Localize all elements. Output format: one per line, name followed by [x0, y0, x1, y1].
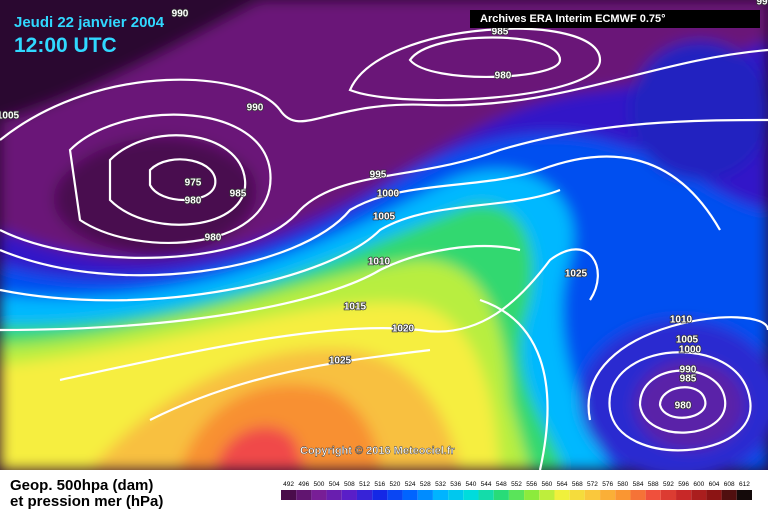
scale-swatch	[584, 490, 601, 500]
scale-label: 568	[572, 481, 583, 488]
scale-swatch	[417, 490, 433, 500]
scale-swatch	[600, 490, 616, 500]
scale-label: 520	[390, 481, 401, 488]
isobar-label: 985	[230, 189, 247, 200]
scale-label: 544	[481, 481, 492, 488]
isobar-label: 995	[370, 170, 387, 181]
scale-swatch	[569, 490, 585, 500]
scale-label: 500	[314, 481, 325, 488]
isobar-label: 1015	[344, 302, 367, 313]
source-box	[470, 10, 760, 28]
scale-swatch	[706, 490, 722, 500]
isobar-label: 980	[675, 401, 692, 412]
scale-swatch	[463, 490, 479, 500]
scale-label: 536	[450, 481, 461, 488]
scale-swatch	[356, 490, 373, 500]
isobar-label: 990	[247, 103, 264, 114]
scale-swatch	[296, 490, 312, 500]
scale-swatch	[326, 490, 342, 500]
scale-swatch	[676, 490, 692, 500]
scale-swatch	[721, 490, 737, 500]
scale-swatch	[630, 490, 646, 500]
scale-label: 576	[602, 481, 613, 488]
isobar-label: 985	[680, 374, 697, 385]
scale-swatch	[448, 490, 464, 500]
isobar-label: 1005	[373, 212, 396, 223]
isobar-label: 975	[185, 178, 202, 189]
scale-swatch	[539, 490, 555, 500]
scale-label: 516	[374, 481, 385, 488]
scale-swatch	[341, 490, 357, 500]
scale-label: 556	[526, 481, 537, 488]
isobar-label: 1025	[329, 356, 352, 367]
isobar-label: 1010	[368, 257, 391, 268]
scale-label: 592	[663, 481, 674, 488]
scale-label: 528	[420, 481, 431, 488]
scale-swatch	[311, 490, 327, 500]
scale-swatch	[615, 490, 631, 500]
date: Jeudi 22 janvier 2004	[14, 14, 165, 31]
scale-label: 564	[557, 481, 568, 488]
scale-swatch	[493, 490, 509, 500]
isobar-label: 1005	[0, 111, 20, 122]
scale-label: 596	[678, 481, 689, 488]
scale-label: 584	[633, 481, 644, 488]
isobar-label: 985	[492, 27, 509, 38]
scale-swatch	[387, 490, 403, 500]
scale-label: 588	[648, 481, 659, 488]
scale-label: 508	[344, 481, 355, 488]
scale-label: 604	[709, 481, 720, 488]
isobar-label: 1020	[392, 324, 415, 335]
scale-swatch	[508, 490, 525, 500]
scale-label: 492	[283, 481, 294, 488]
scale-label: 532	[435, 481, 446, 488]
scale-swatch	[281, 490, 297, 500]
scale-swatch	[736, 490, 752, 500]
isobar-label: 990	[680, 365, 697, 376]
time: 12:00 UTC	[14, 34, 117, 57]
scale-label: 580	[617, 481, 628, 488]
isobar-label: 1000	[377, 189, 400, 200]
scale-label: 548	[496, 481, 507, 488]
scale-label: 572	[587, 481, 598, 488]
scale-label: 552	[511, 481, 522, 488]
isobar-label: 980	[185, 196, 202, 207]
copyright: Copyright © 2016 Meteociel.fr	[300, 445, 456, 457]
isobar-label: 980	[205, 233, 222, 244]
scale-swatch	[645, 490, 661, 500]
scale-label: 524	[405, 481, 416, 488]
isobar-label: 1010	[670, 315, 693, 326]
geopotential-field: 9909859809909951000100510101015102010259…	[0, 0, 768, 470]
scale-label: 496	[298, 481, 309, 488]
scale-swatch	[660, 490, 677, 500]
scale-label: 600	[693, 481, 704, 488]
scale-label: 612	[739, 481, 750, 488]
isobar-label: 990	[172, 9, 189, 20]
scale-swatch	[524, 490, 540, 500]
scale-label: 608	[724, 481, 735, 488]
scale-swatch	[691, 490, 707, 500]
scale-label: 504	[329, 481, 340, 488]
source: Archives ERA Interim ECMWF 0.75°	[480, 13, 666, 25]
legend-title: et pression mer (hPa)	[10, 493, 163, 510]
isobars	[0, 27, 768, 470]
isobar-label: 1025	[565, 269, 588, 280]
scale-swatch	[478, 490, 494, 500]
isobar-label: 1005	[676, 335, 699, 346]
scale-swatch	[372, 490, 388, 500]
scale-swatch	[554, 490, 570, 500]
isobar-label: 980	[495, 71, 512, 82]
scale-swatch	[432, 490, 449, 500]
isobar-label: 1000	[679, 345, 702, 356]
scale-label: 512	[359, 481, 370, 488]
isobar-label: 99	[756, 0, 768, 8]
legend-title: Geop. 500hpa (dam)	[10, 477, 153, 494]
scale-swatch	[402, 490, 418, 500]
scale-label: 560	[541, 481, 552, 488]
scale-label: 540	[465, 481, 476, 488]
